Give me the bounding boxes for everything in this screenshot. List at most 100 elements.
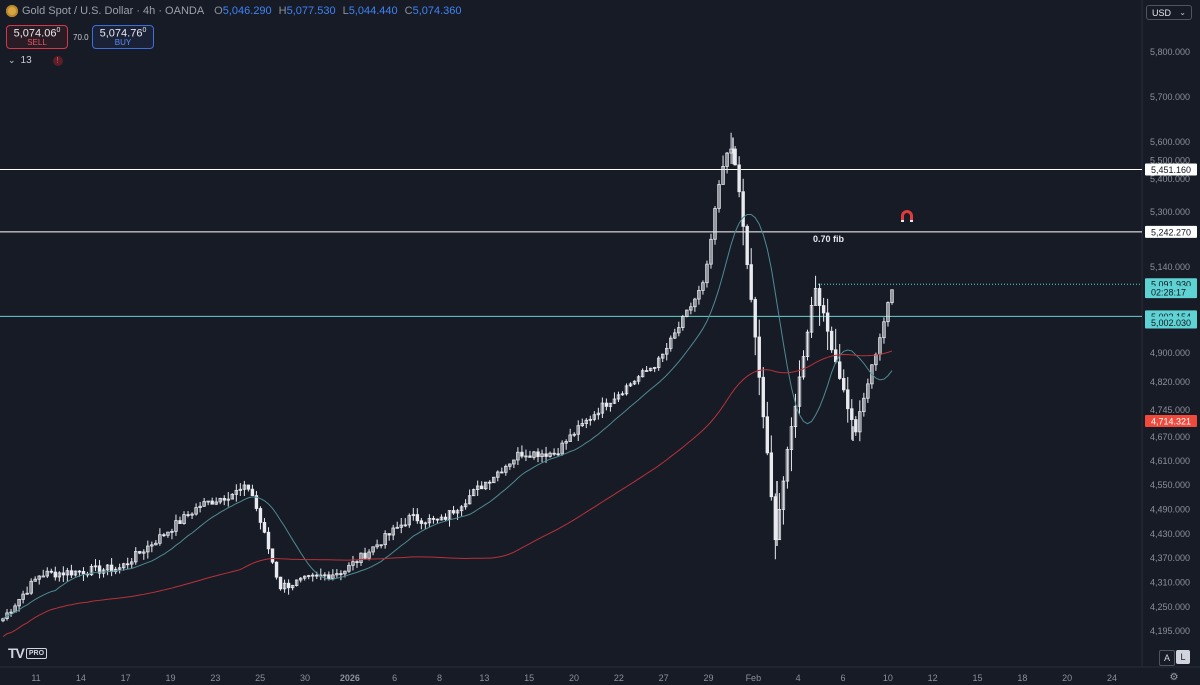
buy-button[interactable]: 5,074.760 BUY [92, 25, 154, 49]
candle-body [41, 575, 45, 578]
candle-body [331, 574, 335, 579]
candle-body [307, 575, 311, 577]
candle-body [475, 485, 480, 490]
candle-body [656, 357, 661, 368]
candle-body [198, 505, 202, 508]
candle-body [524, 455, 528, 458]
price-tick-label: 4,670.000 [1150, 432, 1190, 442]
candle-body [25, 592, 29, 595]
candle-body [391, 527, 395, 536]
candle-body [170, 530, 174, 533]
candle-body [459, 506, 464, 512]
price-tag-label: 5,451.160 [1151, 165, 1191, 175]
candle-body [793, 405, 798, 428]
candle-body [65, 570, 70, 576]
candle-body [850, 408, 854, 420]
sell-price: 5,074.06 [13, 27, 57, 40]
candle-body [130, 561, 134, 565]
candle-body [93, 565, 98, 568]
candle-body [681, 316, 685, 328]
candle-body [415, 514, 420, 522]
candle-body [89, 566, 94, 576]
candle-body [278, 576, 283, 590]
candle-body [246, 484, 251, 490]
candle-body [371, 546, 375, 553]
low-label: L [342, 5, 349, 17]
candle-body [21, 593, 25, 600]
candle-body [455, 510, 460, 514]
chevron-down-icon[interactable]: ⌄ [8, 55, 16, 65]
candle-body [544, 453, 548, 457]
time-tick-label: 29 [703, 673, 713, 683]
candle-body [150, 544, 154, 547]
candle-body [781, 480, 786, 510]
candle-body [817, 288, 822, 306]
time-tick-label: 6 [840, 673, 845, 683]
candle-body [45, 570, 49, 577]
candle-body [588, 418, 593, 421]
candle-body [443, 516, 448, 520]
candle-body [351, 561, 355, 566]
candle-body [572, 433, 576, 436]
candle-body [846, 389, 850, 410]
candle-body [53, 571, 57, 578]
gear-icon[interactable]: ⚙ [1169, 671, 1179, 683]
candle-body [556, 453, 560, 456]
candle-body [564, 441, 568, 444]
candle-body [270, 548, 275, 563]
candle-body [61, 572, 66, 576]
candle-body [467, 495, 472, 505]
currency-selector[interactable]: USD ⌄ [1146, 5, 1192, 20]
indicators-toggle[interactable]: ⌄ 13 ! [8, 55, 63, 66]
auto-scale-button[interactable]: A [1159, 650, 1175, 666]
time-tick-label: 12 [928, 673, 938, 683]
candle-body [765, 416, 769, 454]
candle-body [206, 500, 210, 503]
sell-button[interactable]: 5,074.060 SELL [6, 25, 68, 49]
high-value: 5,077.530 [286, 5, 336, 17]
candle-body [121, 563, 126, 569]
warning-icon[interactable]: ! [52, 55, 63, 66]
fib-label: 0.70 fib [813, 234, 845, 244]
candle-body [536, 451, 540, 458]
candle-body [343, 570, 347, 575]
price-tick-label: 4,745.000 [1150, 405, 1190, 415]
candle-body [580, 423, 584, 427]
candle-body [238, 488, 243, 491]
candle-body [431, 518, 436, 520]
time-tick-label: 20 [569, 673, 579, 683]
candle-body [242, 484, 247, 490]
candle-body [367, 551, 371, 559]
trade-panel: 5,074.060 SELL 70.0 5,074.760 BUY [6, 25, 154, 49]
candle-body [665, 347, 669, 355]
symbol-title[interactable]: Gold Spot / U.S. Dollar · 4h · OANDA [22, 5, 205, 17]
candle-body [862, 397, 866, 413]
price-tick-label: 4,250.000 [1150, 602, 1190, 612]
candle-body [886, 302, 890, 323]
price-tick-label: 4,310.000 [1150, 578, 1190, 588]
candle-body [508, 463, 512, 467]
price-tick-label: 5,400.000 [1150, 174, 1190, 184]
candle-body [266, 531, 271, 550]
candle-body [496, 471, 500, 478]
candle-body [600, 402, 605, 414]
tradingview-logo[interactable]: TV PRO [8, 645, 48, 661]
candle-body [604, 402, 609, 407]
candle-body [347, 564, 351, 572]
spread-value: 70.0 [73, 32, 89, 42]
log-scale-button[interactable]: L [1176, 650, 1190, 664]
candle-body [733, 148, 737, 166]
candle-body [745, 225, 749, 266]
candle-body [226, 498, 230, 501]
price-tag-label: 5,002.030 [1151, 318, 1191, 328]
magnet-icon[interactable] [898, 206, 916, 224]
time-tick-label: 30 [300, 673, 310, 683]
candle-body [616, 394, 621, 400]
price-tick-label: 5,140.000 [1150, 262, 1190, 272]
moving-average-short [2, 214, 893, 620]
candle-body [174, 520, 178, 532]
candle-body [890, 289, 894, 303]
close-value: 5,074.360 [412, 5, 462, 17]
